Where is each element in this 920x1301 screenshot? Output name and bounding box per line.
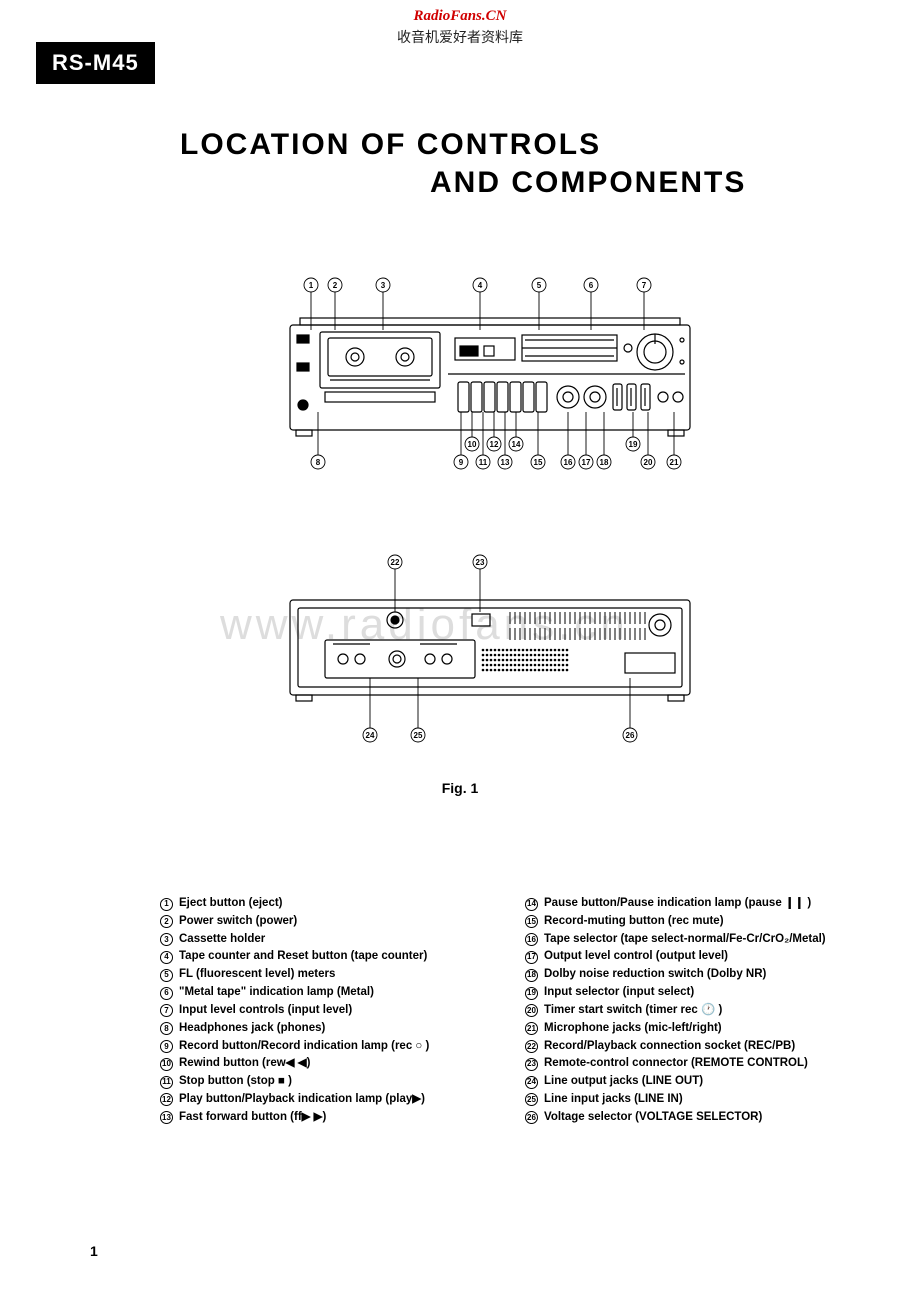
legend-number-icon: 11 <box>160 1076 173 1089</box>
rear-diagram: 22 23 24 25 26 <box>0 0 920 760</box>
figure-caption: Fig. 1 <box>0 780 920 796</box>
legend-item: 8 Headphones jack (phones) <box>160 1020 495 1038</box>
legend-text: Eject button (eject) <box>179 895 283 913</box>
legend-item: 22 Record/Playback connection socket (REC… <box>525 1038 860 1056</box>
legend-number-icon: 23 <box>525 1058 538 1071</box>
legend-text: Record button/Record indication lamp (re… <box>179 1038 429 1056</box>
legend-item: 1 Eject button (eject) <box>160 895 495 913</box>
legend-item: 15 Record-muting button (rec mute) <box>525 913 860 931</box>
legend-text: Output level control (output level) <box>544 948 728 966</box>
legend-text: Headphones jack (phones) <box>179 1020 325 1038</box>
legend-text: Record-muting button (rec mute) <box>544 913 724 931</box>
svg-text:24: 24 <box>366 731 375 740</box>
legend-text: Timer start switch (timer rec 🕐 ) <box>544 1002 722 1020</box>
legend-item: 21 Microphone jacks (mic-left/right) <box>525 1020 860 1038</box>
legend-item: 3 Cassette holder <box>160 931 495 949</box>
legend-item: 6 "Metal tape" indication lamp (Metal) <box>160 984 495 1002</box>
legend-number-icon: 21 <box>525 1022 538 1035</box>
legend-number-icon: 26 <box>525 1111 538 1124</box>
legend-item: 14 Pause button/Pause indication lamp (pa… <box>525 895 860 913</box>
legend-number-icon: 10 <box>160 1058 173 1071</box>
legend-item: 23 Remote-control connector (REMOTE CONTR… <box>525 1055 860 1073</box>
svg-text:26: 26 <box>626 731 635 740</box>
legend-number-icon: 4 <box>160 951 173 964</box>
legend-number-icon: 22 <box>525 1040 538 1053</box>
legend-text: Pause button/Pause indication lamp (paus… <box>544 895 811 913</box>
legend-text: Line output jacks (LINE OUT) <box>544 1073 703 1091</box>
legend-number-icon: 5 <box>160 969 173 982</box>
legend-number-icon: 8 <box>160 1022 173 1035</box>
legend-item: 12 Play button/Playback indication lamp (… <box>160 1091 495 1109</box>
legend-number-icon: 1 <box>160 898 173 911</box>
legend-number-icon: 17 <box>525 951 538 964</box>
legend-text: "Metal tape" indication lamp (Metal) <box>179 984 374 1002</box>
legend-number-icon: 20 <box>525 1004 538 1017</box>
page-number: 1 <box>90 1243 98 1259</box>
legend-number-icon: 14 <box>525 898 538 911</box>
legend-item: 24 Line output jacks (LINE OUT) <box>525 1073 860 1091</box>
legend-number-icon: 19 <box>525 987 538 1000</box>
legend-text: FL (fluorescent level) meters <box>179 966 335 984</box>
legend-number-icon: 6 <box>160 987 173 1000</box>
legend-number-icon: 15 <box>525 915 538 928</box>
legend-text: Stop button (stop ■ ) <box>179 1073 292 1091</box>
legend-number-icon: 16 <box>525 933 538 946</box>
legend-number-icon: 7 <box>160 1004 173 1017</box>
legend-text: Input selector (input select) <box>544 984 694 1002</box>
legend-item: 9 Record button/Record indication lamp (r… <box>160 1038 495 1056</box>
legend-item: 17 Output level control (output level) <box>525 948 860 966</box>
legend-item: 5 FL (fluorescent level) meters <box>160 966 495 984</box>
legend-text: Record/Playback connection socket (REC/P… <box>544 1038 795 1056</box>
svg-text:25: 25 <box>414 731 423 740</box>
legend-text: Microphone jacks (mic-left/right) <box>544 1020 722 1038</box>
legend-text: Power switch (power) <box>179 913 297 931</box>
legend-item: 11 Stop button (stop ■ ) <box>160 1073 495 1091</box>
legend-text: Tape counter and Reset button (tape coun… <box>179 948 427 966</box>
legend-number-icon: 13 <box>160 1111 173 1124</box>
legend-number-icon: 25 <box>525 1093 538 1106</box>
legend-text: Dolby noise reduction switch (Dolby NR) <box>544 966 766 984</box>
legend-column-left: 1 Eject button (eject) 2 Power switch (powe… <box>160 895 495 1127</box>
legend-number-icon: 24 <box>525 1076 538 1089</box>
legend-number-icon: 3 <box>160 933 173 946</box>
legend-text: Fast forward button (ff▶ ▶) <box>179 1109 326 1127</box>
legend-item: 4 Tape counter and Reset button (tape cou… <box>160 948 495 966</box>
legend-item: 2 Power switch (power) <box>160 913 495 931</box>
svg-text:22: 22 <box>391 558 400 567</box>
legend-text: Remote-control connector (REMOTE CONTROL… <box>544 1055 808 1073</box>
svg-text:23: 23 <box>476 558 485 567</box>
legend-item: 26 Voltage selector (VOLTAGE SELECTOR) <box>525 1109 860 1127</box>
legend-column-right: 14 Pause button/Pause indication lamp (pa… <box>525 895 860 1127</box>
legend-item: 16 Tape selector (tape select-normal/Fe-C… <box>525 931 860 949</box>
legend-text: Input level controls (input level) <box>179 1002 352 1020</box>
legend-text: Tape selector (tape select-normal/Fe-Cr/… <box>544 931 826 949</box>
legend: 1 Eject button (eject) 2 Power switch (powe… <box>160 895 860 1127</box>
legend-text: Voltage selector (VOLTAGE SELECTOR) <box>544 1109 762 1127</box>
legend-number-icon: 18 <box>525 969 538 982</box>
legend-number-icon: 12 <box>160 1093 173 1106</box>
legend-item: 19 Input selector (input select) <box>525 984 860 1002</box>
legend-number-icon: 9 <box>160 1040 173 1053</box>
legend-text: Play button/Playback indication lamp (pl… <box>179 1091 425 1109</box>
legend-text: Cassette holder <box>179 931 265 949</box>
legend-item: 18 Dolby noise reduction switch (Dolby NR… <box>525 966 860 984</box>
legend-item: 7 Input level controls (input level) <box>160 1002 495 1020</box>
legend-item: 13 Fast forward button (ff▶ ▶) <box>160 1109 495 1127</box>
legend-text: Rewind button (rew◀ ◀) <box>179 1055 310 1073</box>
legend-text: Line input jacks (LINE IN) <box>544 1091 683 1109</box>
legend-item: 20 Timer start switch (timer rec 🕐 ) <box>525 1002 860 1020</box>
legend-item: 10 Rewind button (rew◀ ◀) <box>160 1055 495 1073</box>
legend-number-icon: 2 <box>160 915 173 928</box>
legend-item: 25 Line input jacks (LINE IN) <box>525 1091 860 1109</box>
